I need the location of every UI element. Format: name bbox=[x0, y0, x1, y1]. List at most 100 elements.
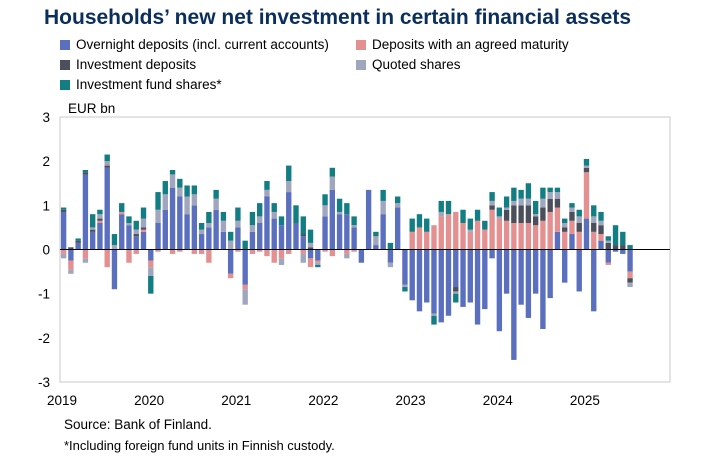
bar-segment-s2-m33 bbox=[300, 234, 306, 237]
bar-segment-s0-m8 bbox=[119, 214, 125, 250]
bar-segment-s3-m60 bbox=[496, 216, 503, 219]
bar-segment-s0-m47 bbox=[402, 249, 408, 285]
bar-segment-s0-m23 bbox=[227, 249, 234, 274]
bar-segment-s2-m59 bbox=[489, 205, 495, 210]
bar-segment-s1-m66 bbox=[540, 220, 546, 250]
legend-swatch-agreed-maturity-deposits bbox=[356, 39, 366, 50]
bar-segment-s0-m21 bbox=[213, 209, 219, 250]
bar-segment-s0-m19 bbox=[198, 234, 205, 250]
chart-title: Households’ new net investment in certai… bbox=[44, 6, 632, 29]
bar-segment-s3-m46 bbox=[394, 203, 401, 208]
bar-segment-s1-m16 bbox=[177, 249, 183, 252]
bar-segment-s4-m40 bbox=[351, 216, 357, 226]
bar-segment-s4-m7 bbox=[111, 234, 118, 246]
legend-label-investment-deposits: Investment deposits bbox=[76, 57, 197, 72]
bar-segment-s3-m30 bbox=[278, 258, 285, 265]
bar-segment-s0-m42 bbox=[365, 189, 372, 250]
bar-segment-s0-m24 bbox=[235, 227, 241, 250]
bar-segment-s0-m3 bbox=[82, 174, 89, 250]
bar-segment-s4-m71 bbox=[576, 209, 582, 217]
bar-segment-s0-m71 bbox=[576, 249, 582, 292]
bar-segment-s3-m68 bbox=[554, 192, 561, 199]
bar-segment-s4-m11 bbox=[140, 207, 147, 219]
bar-segment-s4-m54 bbox=[453, 293, 459, 303]
bar-segment-s3-m54 bbox=[453, 291, 459, 294]
source-note: Source: Bank of Finland. bbox=[64, 417, 212, 432]
bar-segment-s2-m61 bbox=[503, 209, 510, 221]
bar-segment-s0-m52 bbox=[438, 249, 444, 323]
bar-segment-s0-m9 bbox=[126, 225, 132, 250]
bar-segment-s2-m76 bbox=[612, 245, 619, 250]
bar-segment-s4-m77 bbox=[620, 231, 626, 246]
bar-segment-s1-m60 bbox=[496, 218, 503, 250]
bar-segment-s0-m17 bbox=[184, 214, 190, 250]
bar-segment-s1-m27 bbox=[257, 249, 263, 252]
x-tick-labels: 2019 2020 2021 2022 2023 2024 2025 bbox=[47, 393, 600, 408]
bar-segment-s3-m31 bbox=[286, 181, 292, 193]
bar-segment-s3-m75 bbox=[605, 240, 611, 243]
bar-segment-s1-m74 bbox=[598, 234, 604, 241]
bar-segment-s0-m1 bbox=[68, 249, 74, 261]
bar-segment-s1-m59 bbox=[489, 209, 495, 250]
bar-segment-s0-m0 bbox=[60, 211, 67, 250]
bar-segment-s0-m7 bbox=[111, 249, 118, 290]
bar-layer bbox=[60, 154, 633, 360]
bar-segment-s0-m63 bbox=[518, 249, 524, 305]
bar-segment-s0-m69 bbox=[562, 249, 568, 283]
bar-segment-s0-m25 bbox=[242, 249, 248, 285]
bar-segment-s1-m33 bbox=[300, 249, 306, 254]
bar-segment-s0-m11 bbox=[140, 231, 147, 250]
y-tick-label: -3 bbox=[38, 375, 50, 390]
bar-segment-s3-m73 bbox=[591, 216, 597, 224]
bar-segment-s4-m19 bbox=[198, 223, 205, 230]
bar-segment-s0-m56 bbox=[467, 249, 473, 303]
bar-segment-s4-m43 bbox=[373, 231, 379, 237]
bar-segment-s4-m49 bbox=[416, 214, 423, 228]
bar-segment-s4-m58 bbox=[482, 220, 488, 230]
bar-segment-s1-m24 bbox=[235, 249, 241, 252]
bar-segment-s1-m1 bbox=[68, 260, 74, 270]
bar-segment-s0-m44 bbox=[380, 214, 386, 250]
bar-segment-s4-m67 bbox=[547, 187, 553, 193]
bar-segment-s2-m54 bbox=[453, 287, 459, 292]
bar-segment-s0-m5 bbox=[97, 223, 103, 250]
bar-segment-s3-m12 bbox=[148, 267, 154, 276]
bar-segment-s1-m5 bbox=[97, 220, 103, 223]
bar-segment-s1-m6 bbox=[104, 249, 110, 268]
bar-segment-s1-m75 bbox=[605, 262, 611, 265]
bar-segment-s1-m71 bbox=[576, 231, 582, 250]
legend-item-quoted-shares: Quoted shares bbox=[356, 57, 461, 72]
bar-segment-s2-m6 bbox=[104, 165, 110, 168]
bar-segment-s3-m25 bbox=[242, 289, 248, 305]
bar-segment-s1-m48 bbox=[409, 231, 415, 250]
bar-segment-s0-m22 bbox=[220, 231, 227, 250]
bar-segment-s3-m5 bbox=[97, 214, 103, 219]
bar-segment-s0-m35 bbox=[315, 249, 321, 261]
bar-segment-s4-m22 bbox=[220, 211, 227, 221]
bar-segment-s2-m72 bbox=[583, 167, 590, 173]
bar-segment-s4-m31 bbox=[286, 165, 292, 182]
legend-label-overnight-deposits: Overnight deposits (incl. current accoun… bbox=[76, 37, 329, 52]
bar-segment-s4-m56 bbox=[467, 218, 473, 230]
bar-segment-s1-m12 bbox=[148, 260, 154, 268]
bar-segment-s4-m35 bbox=[315, 264, 321, 268]
bar-segment-s2-m70 bbox=[569, 211, 575, 221]
bar-segment-s0-m2 bbox=[75, 242, 81, 250]
bar-segment-s4-m55 bbox=[460, 209, 466, 223]
x-tick-label: 2022 bbox=[308, 393, 338, 408]
bar-segment-s1-m57 bbox=[474, 220, 481, 250]
legend-swatch-investment-fund-shares bbox=[60, 79, 70, 90]
bar-segment-s1-m70 bbox=[569, 220, 575, 235]
bar-segment-s2-m77 bbox=[620, 245, 626, 250]
bar-segment-s0-m57 bbox=[474, 249, 481, 325]
bar-segment-s3-m26 bbox=[249, 225, 256, 232]
bar-segment-s1-m78 bbox=[627, 271, 633, 279]
bar-segment-s0-m60 bbox=[496, 249, 503, 332]
x-tick-label: 2019 bbox=[47, 393, 77, 408]
bar-segment-s3-m66 bbox=[540, 198, 546, 208]
bar-segment-s2-m67 bbox=[547, 198, 553, 212]
bar-segment-s3-m74 bbox=[598, 220, 604, 226]
bar-segment-s0-m20 bbox=[206, 227, 212, 250]
bar-segment-s4-m21 bbox=[213, 189, 219, 199]
bar-segment-s3-m13 bbox=[155, 209, 161, 223]
